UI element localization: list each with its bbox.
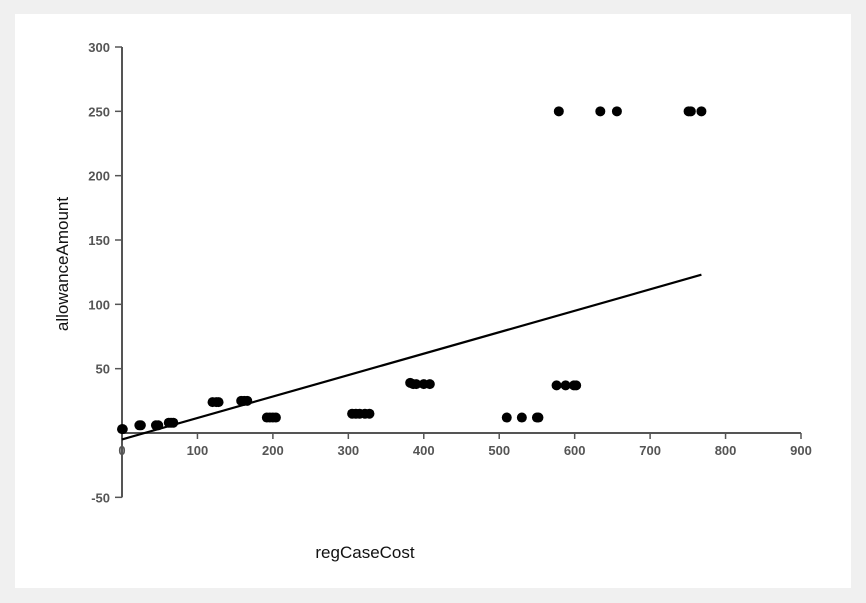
data-point: [135, 420, 146, 431]
data-point: [553, 106, 564, 117]
data-point: [696, 106, 707, 117]
x-tick-label: 400: [413, 443, 435, 458]
y-tick-label: 250: [88, 104, 110, 119]
data-point: [560, 380, 571, 391]
data-point: [424, 379, 435, 390]
data-point: [611, 106, 622, 117]
x-axis-title: regCaseCost: [315, 543, 414, 562]
data-point: [571, 380, 582, 391]
data-point: [501, 412, 512, 423]
data-point: [117, 424, 128, 435]
y-tick-label: 300: [88, 40, 110, 55]
x-tick-label: 500: [488, 443, 510, 458]
data-points: [117, 106, 707, 435]
data-point: [364, 408, 375, 419]
x-tick-label: 900: [790, 443, 812, 458]
trend-line: [121, 273, 702, 441]
data-point: [595, 106, 606, 117]
data-point: [551, 380, 562, 391]
x-axis: 0100200300400500600700800900: [118, 432, 812, 458]
x-tick-label: 800: [715, 443, 737, 458]
data-point: [270, 412, 281, 423]
data-point: [685, 106, 696, 117]
x-tick-label: 300: [337, 443, 359, 458]
scatter-chart: 0100200300400500600700800900 -5050100150…: [53, 40, 812, 562]
y-tick-label: 50: [96, 362, 110, 377]
x-tick-label: 100: [187, 443, 209, 458]
data-point: [168, 417, 179, 428]
chart-panel: 0100200300400500600700800900 -5050100150…: [15, 14, 851, 588]
y-tick-label: -50: [91, 490, 110, 505]
y-tick-label: 150: [88, 233, 110, 248]
x-tick-label: 600: [564, 443, 586, 458]
data-point: [516, 412, 527, 423]
data-point: [153, 420, 164, 431]
data-point: [242, 395, 253, 406]
y-tick-label: 100: [88, 297, 110, 312]
x-tick-label: 200: [262, 443, 284, 458]
y-axis: -50 50 100 150 200 250 300: [88, 40, 123, 505]
y-tick-label: 200: [88, 169, 110, 184]
x-tick-label: 700: [639, 443, 661, 458]
data-point: [411, 379, 422, 390]
data-point: [533, 412, 544, 423]
trend-line-group: [121, 273, 702, 441]
y-axis-title: allowanceAmount: [53, 197, 72, 331]
data-point: [213, 397, 224, 408]
